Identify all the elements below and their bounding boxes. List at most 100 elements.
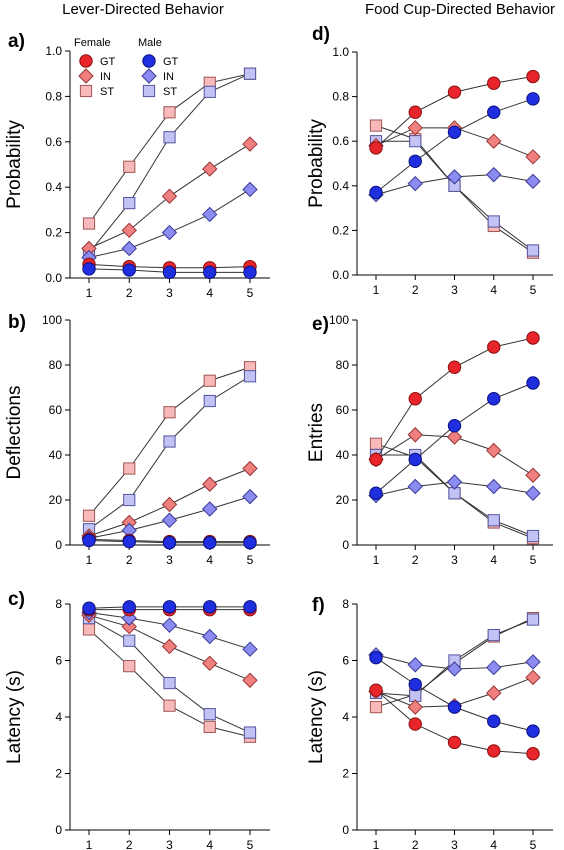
data-point (487, 744, 501, 758)
data-point (408, 392, 422, 406)
legend-label-male-in: IN (163, 71, 174, 83)
x-tick-label: 1 (373, 838, 380, 850)
x-tick-label: 4 (206, 553, 213, 567)
y-tick-label: 0.0 (332, 268, 349, 282)
data-point (525, 669, 541, 686)
x-tick-label: 2 (126, 286, 133, 300)
data-point (243, 600, 257, 614)
data-point (203, 600, 217, 614)
data-point (163, 699, 176, 712)
legend-label-female-in: IN (100, 71, 111, 83)
data-point (161, 512, 178, 528)
data-point (526, 724, 540, 738)
data-point (161, 496, 178, 513)
data-point (369, 650, 383, 665)
data-point (242, 641, 258, 657)
data-point (526, 376, 540, 390)
data-point (123, 462, 136, 475)
x-tick-label: 3 (451, 553, 458, 567)
series-female-gt (369, 69, 540, 155)
legend-marker-male-st (142, 84, 156, 98)
y-tick-label: 6 (55, 654, 62, 668)
data-point (203, 265, 217, 280)
data-point (202, 476, 218, 492)
y-axis-label: Entries (306, 403, 327, 462)
x-tick-label: 1 (86, 286, 93, 300)
data-point (447, 419, 462, 433)
data-point (82, 623, 96, 636)
panel-label: f) (312, 595, 325, 616)
series-female-in (81, 136, 258, 257)
x-tick-label: 5 (530, 838, 537, 850)
y-tick-label: 40 (49, 448, 63, 462)
series-male-gt (82, 600, 257, 615)
data-point (121, 618, 137, 635)
legend-marker-female-gt (79, 54, 93, 68)
data-point (202, 501, 218, 517)
y-tick-label: 100 (329, 313, 349, 327)
y-tick-label: 40 (336, 448, 350, 462)
data-point (487, 105, 501, 119)
data-point (82, 217, 96, 230)
data-point (202, 206, 218, 223)
data-point (407, 175, 423, 192)
legend-male-title: Male (138, 37, 162, 49)
data-point (486, 442, 502, 459)
x-tick-label: 2 (412, 283, 419, 297)
x-tick-label: 3 (166, 553, 173, 567)
data-point (486, 133, 502, 149)
series-female-st (82, 361, 257, 522)
legend-label-female-gt: GT (100, 56, 116, 68)
data-point (526, 747, 540, 761)
data-point (486, 478, 502, 495)
data-point (123, 493, 136, 507)
series-male-gt (369, 650, 540, 738)
data-point (203, 708, 216, 721)
y-tick-label: 20 (49, 493, 63, 507)
series-male-gt (82, 262, 257, 280)
y-tick-label: 8 (342, 597, 349, 611)
y-axis-label: Latency (s) (306, 670, 327, 764)
panel-label: d) (312, 24, 330, 45)
series-male-in (368, 166, 541, 203)
y-tick-label: 0.8 (332, 90, 349, 104)
data-point (369, 452, 383, 467)
series-male-st (369, 613, 540, 702)
legend-marker-female-in (78, 68, 94, 84)
y-tick-label: 0 (342, 538, 349, 552)
data-point (487, 392, 501, 406)
data-point (121, 222, 137, 239)
series-male-st (369, 135, 540, 257)
series-male-in (368, 647, 541, 677)
data-point (487, 514, 500, 527)
x-tick-label: 3 (166, 838, 173, 850)
data-point (123, 160, 136, 173)
panel-label: b) (8, 312, 26, 333)
data-point (202, 628, 218, 645)
x-tick-label: 4 (206, 838, 213, 850)
series-line (376, 140, 534, 251)
x-tick-label: 2 (126, 553, 133, 567)
series-male-in (368, 474, 541, 504)
series-male-gt (82, 533, 257, 550)
data-point (526, 69, 540, 84)
legend-marker-male-gt (142, 54, 156, 68)
series-male-in (81, 181, 258, 266)
data-point (409, 135, 422, 148)
panel-label: c) (8, 589, 25, 610)
x-tick-label: 3 (451, 838, 458, 850)
y-tick-label: 0.6 (332, 134, 349, 148)
data-point (122, 600, 136, 614)
data-point (163, 406, 176, 419)
y-tick-label: 100 (42, 313, 62, 327)
data-point (369, 141, 383, 155)
x-tick-label: 1 (86, 838, 93, 850)
x-tick-label: 1 (373, 283, 380, 297)
x-tick-label: 2 (412, 838, 419, 850)
data-point (82, 262, 96, 276)
y-tick-label: 2 (342, 767, 349, 781)
data-point (369, 437, 383, 450)
y-tick-label: 8 (55, 597, 62, 611)
data-point (526, 613, 540, 626)
